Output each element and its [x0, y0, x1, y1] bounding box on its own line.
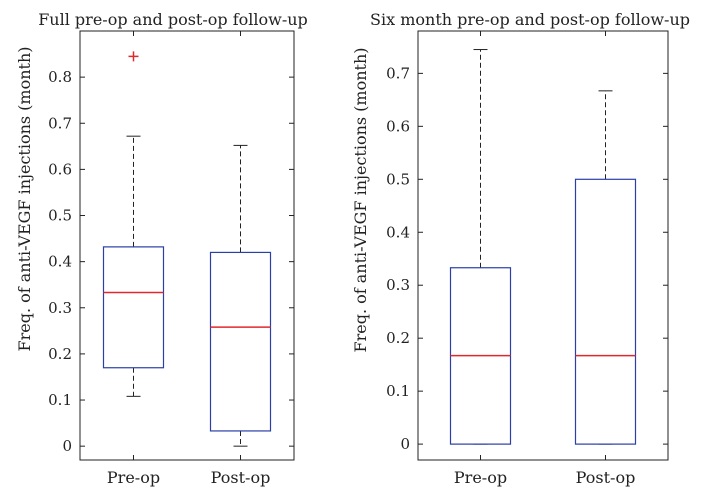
y-axis-label: Freq. of anti-VEGF injections (month) — [15, 46, 34, 351]
iqr-box — [574, 178, 637, 445]
y-tick-label: 0.1 — [48, 391, 72, 409]
box-post-op — [574, 90, 637, 445]
x-category-label: Post-op — [211, 468, 271, 487]
y-tick-label: 0 — [400, 435, 410, 453]
box-pre-op — [102, 51, 165, 397]
y-tick-label: 0 — [62, 437, 72, 455]
x-category-label: Pre-op — [107, 468, 160, 487]
y-tick-label: 0.7 — [386, 64, 410, 82]
y-tick-label: 0.6 — [386, 117, 410, 135]
y-tick-label: 0.3 — [48, 299, 72, 317]
box-post-op — [209, 144, 272, 447]
y-tick-label: 0.5 — [386, 170, 410, 188]
y-tick-label: 0.5 — [48, 207, 72, 225]
x-category-label: Post-op — [576, 468, 636, 487]
y-tick-label: 0.1 — [386, 382, 410, 400]
panel-six-month-follow-up: Six month pre-op and post-op follow-up F… — [351, 10, 690, 487]
box-pre-op — [449, 49, 512, 445]
iqr-box — [102, 246, 165, 369]
plot-frame — [79, 30, 295, 461]
y-tick-label: 0.4 — [386, 223, 410, 241]
panel-title: Six month pre-op and post-op follow-up — [370, 10, 690, 29]
y-tick-label: 0.2 — [48, 345, 72, 363]
y-tick-label: 0.2 — [386, 329, 410, 347]
y-tick-label: 0.7 — [48, 114, 72, 132]
y-tick-label: 0.6 — [48, 160, 72, 178]
panel-full-follow-up: Full pre-op and post-op follow-up Freq. … — [15, 10, 308, 487]
plot-frame — [417, 30, 669, 461]
y-axis-label: Freq. of anti-VEGF injections (month) — [351, 47, 370, 352]
x-category-label: Pre-op — [454, 468, 507, 487]
y-tick-label: 0.4 — [48, 253, 72, 271]
panel-title: Full pre-op and post-op follow-up — [38, 10, 308, 29]
iqr-box — [209, 251, 272, 432]
y-tick-label: 0.3 — [386, 276, 410, 294]
y-tick-label: 0.8 — [48, 68, 72, 86]
outlier-marker — [128, 51, 139, 62]
